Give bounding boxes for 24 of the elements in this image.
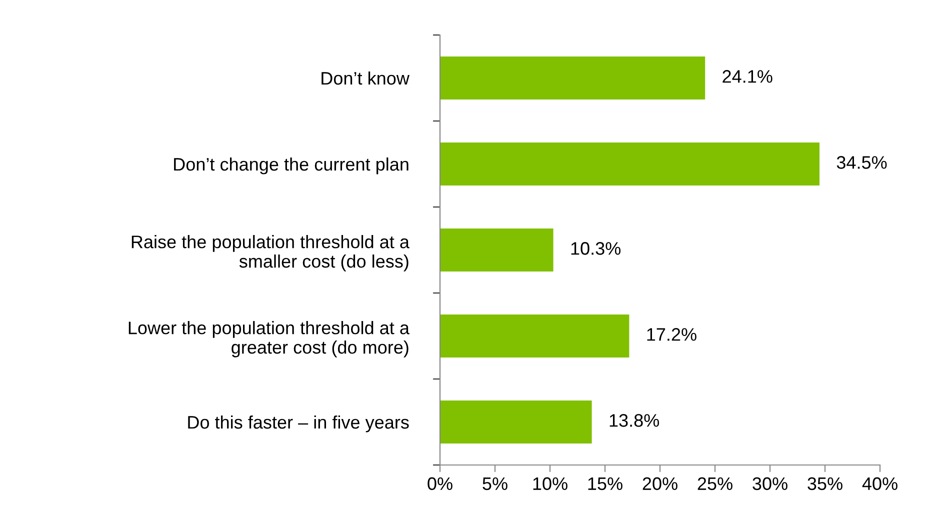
bar [440,56,706,100]
y-tick-label: Don’t know [322,71,410,85]
x-tick-label: 5% [482,477,508,490]
x-tick-label: 35% [808,477,842,490]
y-tick-label: Raise the population threshold at a smaller cost (do less) [132,235,410,272]
x-tick-label: 25% [698,477,732,490]
x-tick-label: 40% [862,477,898,490]
data-label: 24.1% [722,70,772,83]
data-label: 17.2% [647,328,696,341]
y-tick-label: Don’t change the current plan [174,157,408,174]
data-label: 13.8% [610,414,660,427]
y-tick-label: Lower the population threshold at a greater cost (do more) [128,321,410,358]
x-tick-label: 20% [642,477,678,490]
y-tick-label: Do this faster – in five years [188,415,409,432]
data-label: 34.5% [836,156,887,169]
x-tick-label: 30% [752,477,788,490]
bar [440,142,820,186]
x-tick-label: 0% [428,477,452,490]
bar [440,228,554,272]
bar [440,400,592,444]
x-tick-label: 10% [533,477,568,490]
bar [440,314,630,358]
x-tick-label: 15% [588,477,622,490]
data-label: 10.3% [571,242,621,255]
